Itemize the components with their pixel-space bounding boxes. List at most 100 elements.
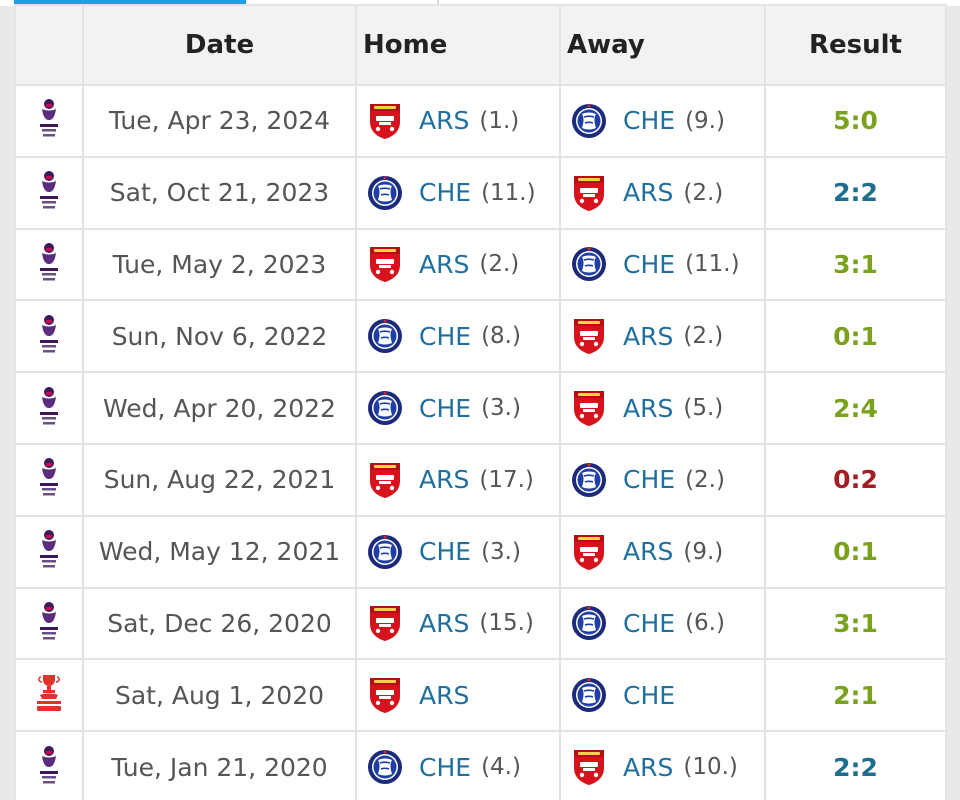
match-date: Tue, Jan 21, 2020 — [82, 730, 357, 800]
away-team-cell[interactable]: ARS (5.) — [559, 371, 766, 445]
match-result[interactable]: 3:1 — [764, 227, 947, 302]
away-team-rank: (5.) — [683, 395, 724, 422]
home-team-rank: (4.) — [481, 754, 521, 781]
table-row[interactable]: Sat, Oct 21, 2023 CHE (11.) ARS (2.) 2:2 — [14, 155, 947, 230]
home-team-name[interactable]: ARS — [419, 608, 470, 638]
table-row[interactable]: Sat, Dec 26, 2020 ARS (15.) CHE (6.) 3:1 — [14, 586, 947, 661]
competition-cell[interactable] — [14, 514, 84, 589]
competition-cell[interactable] — [14, 84, 84, 158]
match-date: Sun, Aug 22, 2021 — [82, 442, 357, 517]
home-team-name[interactable]: CHE — [419, 393, 472, 423]
premier-league-icon — [40, 242, 58, 281]
home-team-cell[interactable]: ARS — [355, 658, 561, 733]
match-result[interactable]: 2:2 — [764, 730, 947, 800]
away-team-name[interactable]: CHE — [623, 465, 676, 495]
home-team-cell[interactable]: CHE (4.) — [355, 730, 561, 800]
chelsea-crest-icon — [571, 462, 607, 498]
competition-cell[interactable] — [14, 730, 84, 800]
table-row[interactable]: Sat, Aug 1, 2020 ARS CHE 2:1 — [14, 658, 947, 733]
column-header-home[interactable]: Home — [355, 4, 561, 86]
column-header-result[interactable]: Result — [764, 4, 947, 86]
match-result[interactable]: 2:4 — [764, 371, 947, 445]
away-team-cell[interactable]: CHE (9.) — [559, 84, 766, 158]
competition-cell[interactable] — [14, 155, 84, 230]
away-team-rank: (2.) — [683, 179, 724, 206]
fa-cup-icon — [36, 674, 62, 712]
away-team-rank: (2.) — [683, 323, 724, 350]
home-team-cell[interactable]: CHE (11.) — [355, 155, 561, 230]
away-team-cell[interactable]: ARS (9.) — [559, 514, 766, 589]
arsenal-crest-icon — [574, 534, 604, 570]
away-team-name[interactable]: ARS — [623, 321, 674, 351]
chelsea-crest-icon — [367, 749, 403, 785]
home-team-cell[interactable]: ARS (1.) — [355, 84, 561, 158]
home-team-cell[interactable]: ARS (2.) — [355, 227, 561, 302]
away-team-name[interactable]: ARS — [623, 537, 674, 567]
away-team-name[interactable]: ARS — [623, 393, 674, 423]
table-row[interactable]: Sun, Nov 6, 2022 CHE (8.) ARS (2.) 0:1 — [14, 299, 947, 374]
home-team-cell[interactable]: ARS (15.) — [355, 586, 561, 661]
home-team-name[interactable]: ARS — [419, 465, 470, 495]
table-row[interactable]: Tue, May 2, 2023 ARS (2.) CHE (11.) 3:1 — [14, 227, 947, 302]
column-header-date[interactable]: Date — [82, 4, 357, 86]
away-team-cell[interactable]: ARS (2.) — [559, 155, 766, 230]
home-team-name[interactable]: ARS — [419, 680, 470, 710]
match-result[interactable]: 0:2 — [764, 442, 947, 517]
match-result[interactable]: 2:2 — [764, 155, 947, 230]
away-team-name[interactable]: CHE — [623, 249, 676, 279]
table-row[interactable]: Wed, May 12, 2021 CHE (3.) ARS (9.) 0:1 — [14, 514, 947, 589]
home-team-name[interactable]: CHE — [419, 537, 472, 567]
home-team-rank: (11.) — [481, 179, 536, 206]
arsenal-crest-icon — [370, 103, 400, 139]
match-result[interactable]: 5:0 — [764, 84, 947, 158]
table-row[interactable]: Wed, Apr 20, 2022 CHE (3.) ARS (5.) 2:4 — [14, 371, 947, 445]
chelsea-crest-icon — [571, 677, 607, 714]
home-team-name[interactable]: ARS — [419, 106, 470, 136]
away-team-name[interactable]: CHE — [623, 680, 676, 710]
arsenal-crest-icon — [370, 462, 400, 498]
arsenal-crest-icon — [574, 319, 604, 355]
away-team-name[interactable]: CHE — [623, 106, 676, 136]
away-team-cell[interactable]: CHE (11.) — [559, 227, 766, 302]
match-result[interactable]: 3:1 — [764, 586, 947, 661]
home-team-name[interactable]: ARS — [419, 249, 470, 279]
table-row[interactable]: Tue, Apr 23, 2024 ARS (1.) CHE (9.) 5:0 — [14, 84, 947, 158]
home-team-cell[interactable]: CHE (3.) — [355, 514, 561, 589]
away-team-cell[interactable]: CHE — [559, 658, 766, 733]
home-team-cell[interactable]: ARS (17.) — [355, 442, 561, 517]
chelsea-crest-icon — [571, 103, 607, 139]
away-team-cell[interactable]: CHE (6.) — [559, 586, 766, 661]
away-team-name[interactable]: CHE — [623, 608, 676, 638]
match-result[interactable]: 2:1 — [764, 658, 947, 733]
premier-league-icon — [40, 386, 58, 425]
chelsea-crest-icon — [571, 246, 607, 283]
table-row[interactable]: Tue, Jan 21, 2020 CHE (4.) ARS (10.) 2:2 — [14, 730, 947, 800]
premier-league-icon — [40, 745, 58, 784]
away-team-cell[interactable]: ARS (2.) — [559, 299, 766, 374]
column-header-away[interactable]: Away — [559, 4, 766, 86]
home-team-name[interactable]: CHE — [419, 178, 472, 208]
match-date: Sat, Dec 26, 2020 — [82, 586, 357, 661]
home-team-name[interactable]: CHE — [419, 752, 472, 782]
table-row[interactable]: Sun, Aug 22, 2021 ARS (17.) CHE (2.) 0:2 — [14, 442, 947, 517]
away-team-rank: (2.) — [685, 466, 725, 493]
away-team-cell[interactable]: ARS (10.) — [559, 730, 766, 800]
away-team-name[interactable]: ARS — [623, 178, 674, 208]
competition-cell[interactable] — [14, 371, 84, 445]
match-result[interactable]: 0:1 — [764, 514, 947, 589]
competition-cell[interactable] — [14, 299, 84, 374]
away-team-cell[interactable]: CHE (2.) — [559, 442, 766, 517]
home-team-rank: (2.) — [479, 251, 520, 278]
home-team-cell[interactable]: CHE (3.) — [355, 371, 561, 445]
home-team-cell[interactable]: CHE (8.) — [355, 299, 561, 374]
competition-cell[interactable] — [14, 442, 84, 517]
competition-cell[interactable] — [14, 658, 84, 733]
away-team-name[interactable]: ARS — [623, 752, 674, 782]
arsenal-crest-icon — [370, 247, 400, 283]
arsenal-crest-icon — [574, 750, 604, 786]
match-date: Wed, Apr 20, 2022 — [82, 371, 357, 445]
competition-cell[interactable] — [14, 227, 84, 302]
competition-cell[interactable] — [14, 586, 84, 661]
home-team-name[interactable]: CHE — [419, 321, 472, 351]
match-result[interactable]: 0:1 — [764, 299, 947, 374]
